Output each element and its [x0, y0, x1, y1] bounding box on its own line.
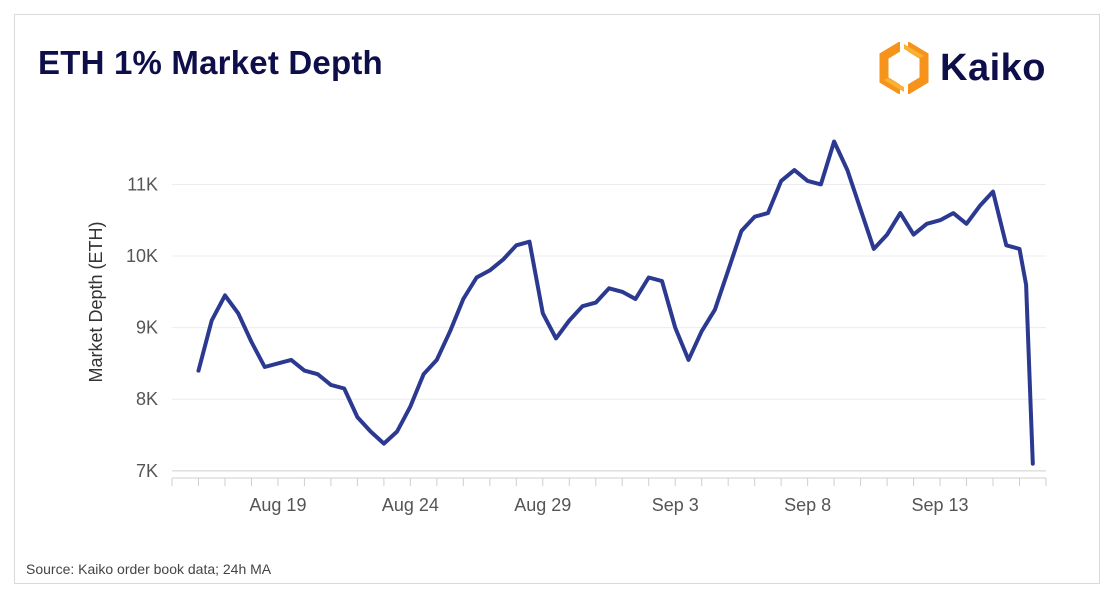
x-tick-label: Sep 3 [652, 495, 699, 515]
tick-labels: 7K 8K 9K 10K 11K Aug 19 Aug 24 Aug 29 Sep 3 Sep 8… [126, 174, 969, 515]
chart-card [14, 14, 1100, 584]
y-tick-label: 11K [127, 174, 158, 194]
series-line [196, 139, 1035, 466]
axes [171, 477, 1047, 486]
brand-name: Kaiko [940, 46, 1046, 89]
y-tick-label: 10K [126, 246, 158, 266]
x-tick-label: Aug 29 [514, 495, 571, 515]
x-tick-label: Aug 24 [382, 495, 439, 515]
y-axis-label: Market Depth (ETH) [86, 221, 106, 382]
kaiko-logo-icon [879, 42, 929, 94]
x-tick-label: Sep 13 [912, 495, 969, 515]
x-tick-label: Aug 19 [249, 495, 306, 515]
y-tick-label: 7K [136, 461, 158, 481]
brand-logo: Kaiko [878, 42, 1046, 94]
y-tick-label: 8K [136, 389, 158, 409]
source-note: Source: Kaiko order book data; 24h MA [26, 561, 272, 577]
chart-title: ETH 1% Market Depth [38, 44, 383, 81]
x-tick-label: Sep 8 [784, 495, 831, 515]
grid-lines [172, 183, 1046, 472]
y-tick-label: 9K [136, 318, 158, 338]
